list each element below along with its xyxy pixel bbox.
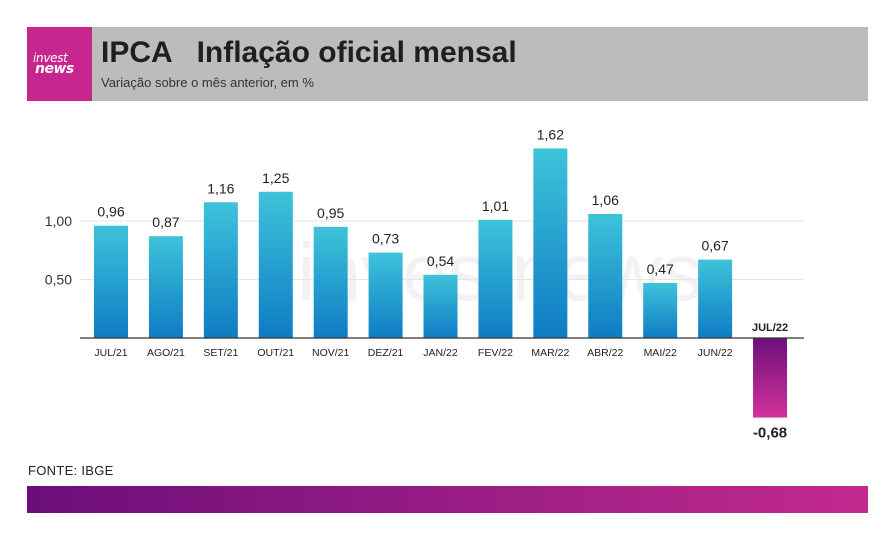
value-label: 1,25 (262, 170, 289, 186)
bar-jul-22 (753, 338, 788, 418)
value-label: 1,06 (592, 192, 619, 208)
bar-mar-22 (533, 148, 568, 338)
x-tick-label: FEV/22 (478, 347, 513, 359)
footer-gradient-bar (27, 486, 868, 513)
x-tick-label: JUN/22 (698, 347, 733, 359)
value-label: 0,95 (317, 205, 344, 221)
value-label: 1,62 (537, 126, 564, 142)
bars (94, 148, 788, 418)
x-tick-label: SET/21 (203, 347, 238, 359)
value-label: -0,68 (753, 425, 787, 442)
logo-line1: invest (33, 51, 68, 65)
logo-line2: news (35, 61, 74, 77)
x-tick-label: MAR/22 (531, 347, 569, 359)
source-note: FONTE: IBGE (28, 463, 114, 478)
value-label: 0,67 (701, 238, 728, 254)
y-axis-ticks: 0,50 1,00 (45, 213, 72, 288)
y-tick-label: 0,50 (45, 272, 72, 288)
x-tick-label: MAI/22 (644, 347, 677, 359)
x-tick-label: OUT/21 (257, 347, 294, 359)
bar-mai-22 (643, 283, 678, 338)
bar-jan-22 (423, 274, 458, 338)
value-label: 0,96 (97, 204, 124, 220)
x-tick-label: JUL/21 (94, 347, 127, 359)
value-label: 0,54 (427, 253, 454, 269)
x-tick-label: JAN/22 (423, 347, 458, 359)
investnews-logo: invest news (27, 27, 92, 101)
bar-set-21 (203, 202, 238, 338)
x-axis-labels: JUL/21 AGO/21 SET/21 OUT/21 NOV/21 DEZ/21 JAN/… (94, 322, 788, 359)
chart-title: IPCA Inflação oficial mensal (101, 36, 517, 69)
chart-header: invest news IPCA Inflação oficial mensal… (27, 27, 868, 101)
value-label: 0,87 (152, 214, 179, 230)
x-tick-label: ABR/22 (587, 347, 623, 359)
bar-dez-21 (368, 252, 403, 338)
value-label: 0,47 (647, 261, 674, 277)
value-label: 1,16 (207, 180, 234, 196)
value-label: 1,01 (482, 198, 509, 214)
x-tick-label: AGO/21 (147, 347, 185, 359)
x-tick-label: JUL/22 (752, 322, 788, 334)
bar-jun-22 (698, 259, 733, 338)
value-label: 0,73 (372, 231, 399, 247)
chart-subtitle: Variação sobre o mês anterior, em % (101, 75, 314, 90)
bar-nov-21 (313, 226, 348, 338)
x-tick-label: NOV/21 (312, 347, 350, 359)
bar-out-21 (258, 191, 293, 338)
bar-jul-21 (94, 225, 128, 338)
x-tick-label: DEZ/21 (368, 347, 404, 359)
value-labels: 0,96 0,87 1,16 1,25 0,95 0,73 0,54 1,01 1,62 1,06… (97, 126, 787, 441)
bar-ago-21 (148, 236, 183, 338)
bar-abr-22 (588, 213, 623, 338)
y-tick-label: 1,00 (45, 213, 72, 229)
bar-fev-22 (478, 219, 513, 338)
